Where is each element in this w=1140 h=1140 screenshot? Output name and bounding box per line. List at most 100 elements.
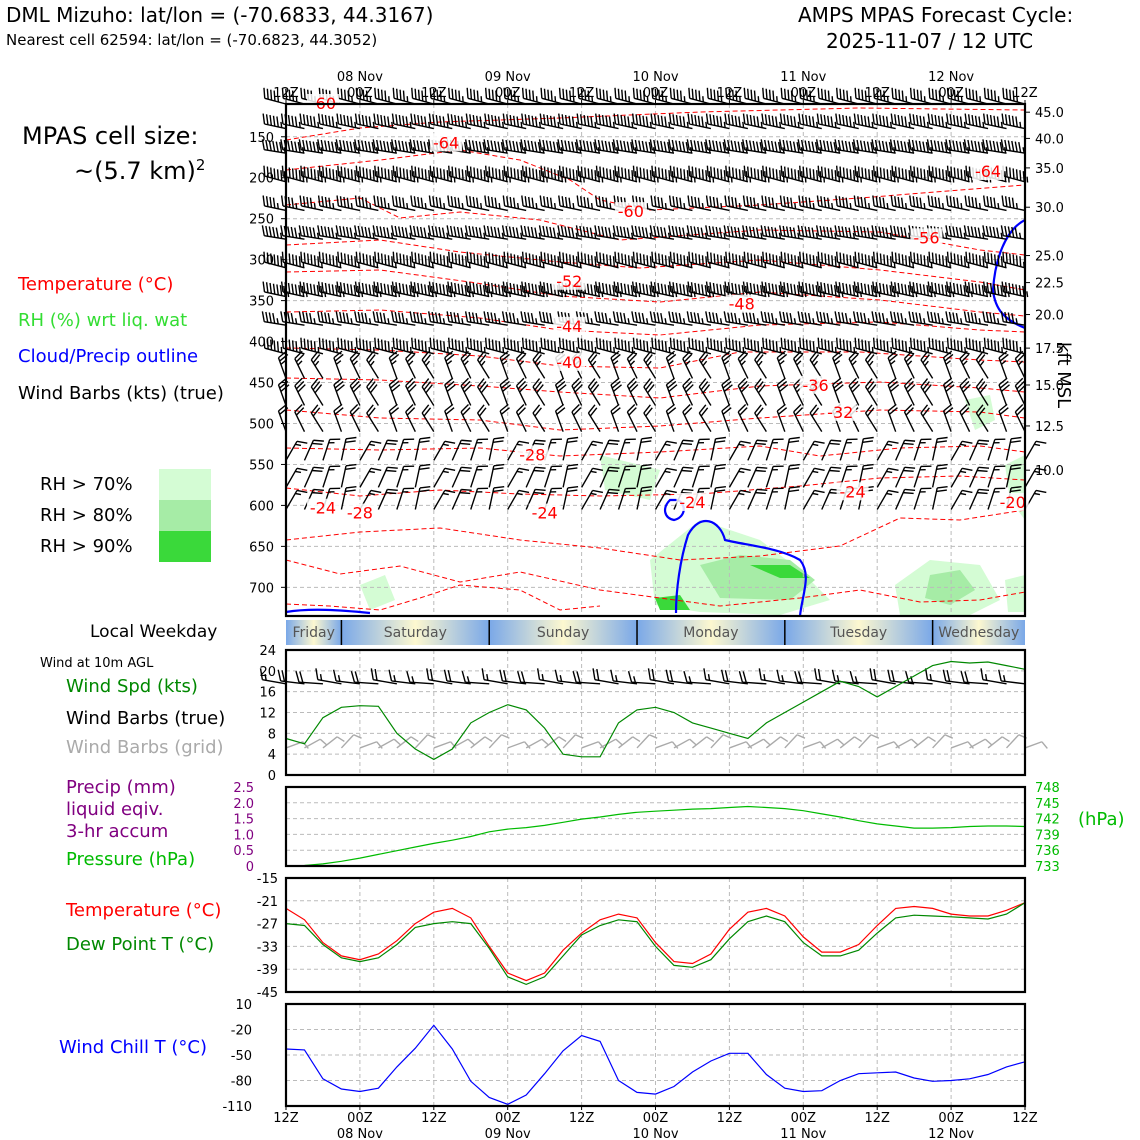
wind-barb-feather bbox=[427, 232, 431, 239]
top-date-label: 12 Nov bbox=[928, 70, 974, 85]
wind-barb-feather bbox=[387, 202, 390, 209]
wind-barb-feather bbox=[372, 121, 375, 128]
wind-barb-feather bbox=[700, 227, 704, 239]
wind-barb-feather bbox=[657, 282, 661, 294]
wind-speed-line bbox=[285, 660, 1026, 761]
wind-barb-feather bbox=[671, 285, 674, 297]
wind-barb-feather bbox=[796, 142, 800, 153]
wind-barb-feather bbox=[960, 169, 963, 180]
wind-barb-feather bbox=[668, 384, 678, 392]
wind-barb-feather bbox=[728, 166, 731, 178]
wind-barb-feather bbox=[710, 252, 713, 264]
wind-barb-feather bbox=[266, 88, 269, 100]
wind-barb-feather bbox=[702, 384, 711, 394]
wind-barb-staff bbox=[864, 359, 878, 379]
wind-barb-feather bbox=[421, 351, 430, 361]
pressure-tick-label: 150 bbox=[249, 131, 274, 146]
wind-barb-feather bbox=[535, 488, 546, 491]
wind-barb-feather bbox=[697, 226, 701, 238]
wind-barb-feather bbox=[421, 90, 424, 102]
wind-barb-staff bbox=[985, 347, 1007, 355]
wind-barb-feather bbox=[461, 169, 464, 180]
wind-barb-feather bbox=[453, 312, 457, 323]
wind-barb-feather bbox=[516, 284, 520, 295]
wind-barb-feather bbox=[510, 167, 513, 179]
wind-barb-feather bbox=[723, 360, 730, 365]
wind-barb-staff bbox=[467, 347, 490, 355]
pressure-tick-label: 500 bbox=[249, 417, 274, 432]
wind-barb-feather bbox=[708, 311, 712, 323]
wind-barb-feather bbox=[521, 281, 524, 293]
wind-barb-feather bbox=[694, 167, 698, 179]
wind-barb-feather bbox=[402, 254, 405, 265]
wind-barb-feather bbox=[929, 285, 933, 297]
wind-barb-feather bbox=[595, 87, 598, 99]
wind-barb-feather bbox=[946, 165, 950, 177]
wind-barb-staff bbox=[340, 465, 347, 488]
wind-barb-feather bbox=[536, 668, 541, 680]
wind-barb-feather bbox=[866, 381, 875, 391]
forecast-cycle-title: AMPS MPAS Forecast Cycle: bbox=[798, 3, 1074, 27]
wind-barb-feather bbox=[483, 139, 487, 150]
wind-barb-feather bbox=[775, 318, 778, 325]
wind-barb-feather bbox=[943, 377, 953, 386]
grid-wind-barb bbox=[322, 736, 338, 749]
wind-barb-feather bbox=[572, 341, 575, 352]
wind-barb-feather bbox=[886, 318, 889, 325]
grid-wind-barb bbox=[969, 738, 986, 749]
wind-barb-feather bbox=[946, 113, 949, 125]
wind-barb-feather bbox=[424, 169, 427, 180]
wind-barb-feather bbox=[534, 284, 538, 295]
wind-barb-feather bbox=[860, 114, 864, 126]
wind-barb-feather bbox=[498, 169, 501, 180]
wind-barb-feather bbox=[614, 87, 617, 99]
wind-barb-feather bbox=[264, 673, 267, 681]
wind-barb-staff bbox=[799, 321, 822, 326]
wind-barb-feather bbox=[391, 139, 395, 150]
wind-barb-feather bbox=[863, 463, 874, 467]
wind-barb-feather bbox=[985, 139, 989, 151]
grid-wind-barb bbox=[987, 736, 1003, 749]
wind-barb-feather bbox=[594, 225, 598, 236]
wind-barb-feather bbox=[889, 170, 893, 181]
wind-barb-feather bbox=[770, 140, 775, 152]
wind-barb-staff bbox=[903, 385, 915, 406]
wind-barb-feather bbox=[826, 226, 830, 238]
wind-barb-feather bbox=[530, 312, 535, 324]
wind-barb-feather bbox=[343, 89, 347, 101]
wind-barb-feather bbox=[709, 282, 713, 293]
wind-barb-feather bbox=[583, 196, 587, 208]
wind-barb-feather bbox=[871, 170, 874, 181]
wind-barb-staff bbox=[855, 261, 878, 269]
wind-barb-feather bbox=[770, 312, 775, 324]
wind-barb-feather bbox=[530, 140, 535, 152]
top-time-tick: 00Z bbox=[643, 86, 669, 101]
wind-barb-feather bbox=[664, 318, 667, 325]
wind-barb-staff bbox=[626, 385, 638, 406]
wind-barb-staff bbox=[643, 412, 657, 433]
wind-barb-feather bbox=[957, 168, 960, 179]
wind-barb-feather bbox=[364, 226, 368, 238]
wind-barb-feather bbox=[833, 380, 843, 389]
wind-barb-feather bbox=[595, 281, 598, 293]
wind-barb-feather bbox=[774, 141, 778, 153]
wind-barb-feather bbox=[567, 463, 579, 467]
wind-barb-feather bbox=[687, 281, 691, 293]
wind-barb-feather bbox=[549, 115, 553, 127]
wind-barb-feather bbox=[831, 669, 836, 682]
wind-barb-staff bbox=[673, 467, 684, 488]
nearest-cell-subtitle: Nearest cell 62594: lat/lon = (-70.6823,… bbox=[6, 31, 378, 49]
wind-barb-feather bbox=[697, 115, 701, 127]
wind-barb-feather bbox=[789, 436, 800, 440]
wind-barb-feather bbox=[520, 225, 524, 236]
wind-barb-feather bbox=[1009, 167, 1012, 179]
wind-barb-feather bbox=[302, 139, 306, 151]
wind-barb-feather bbox=[863, 226, 867, 238]
bottom-time-tick: 00Z bbox=[495, 1111, 521, 1126]
wind-barb-feather bbox=[587, 90, 590, 102]
wind-barb-feather bbox=[387, 488, 398, 491]
wind-barb-feather bbox=[908, 256, 911, 267]
wind-barb-feather bbox=[883, 254, 886, 265]
wind-barb-feather bbox=[587, 168, 590, 179]
wind-barb-feather bbox=[757, 341, 760, 352]
